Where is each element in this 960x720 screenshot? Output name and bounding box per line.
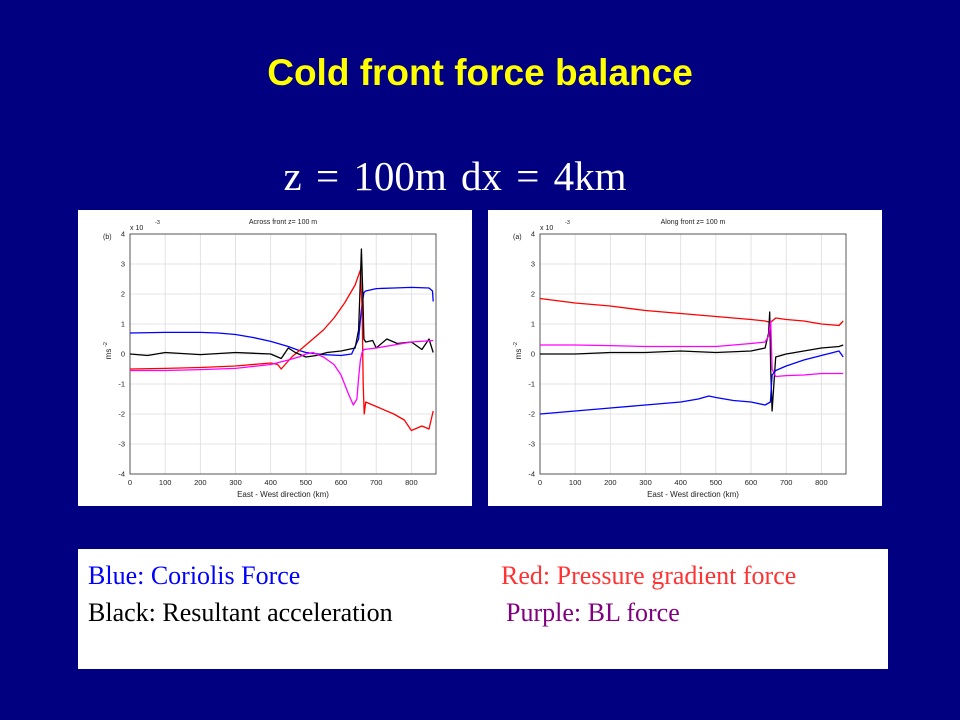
x-tick-label: 200 bbox=[604, 478, 617, 487]
y-tick-label: 4 bbox=[531, 230, 535, 239]
y-tick-label: 0 bbox=[531, 350, 535, 359]
axis-multiplier-exponent: -3 bbox=[155, 220, 160, 226]
axis-multiplier: x 10 bbox=[540, 225, 553, 232]
y-tick-label: -2 bbox=[118, 410, 125, 419]
y-tick-label: -1 bbox=[528, 380, 535, 389]
y-tick-label: -3 bbox=[118, 440, 125, 449]
legend-box: Blue: Coriolis Force Red: Pressure gradi… bbox=[78, 549, 888, 669]
series-line-3 bbox=[130, 339, 434, 406]
series-line-0 bbox=[539, 297, 844, 327]
x-tick-label: 300 bbox=[639, 478, 652, 487]
x-tick-label: 400 bbox=[264, 478, 277, 487]
y-tick-label: 0 bbox=[121, 350, 125, 359]
y-tick-label: -4 bbox=[118, 470, 125, 479]
y-tick-label: 1 bbox=[121, 320, 125, 329]
series-line-3 bbox=[539, 350, 844, 415]
x-tick-label: 300 bbox=[229, 478, 242, 487]
x-tick-label: 700 bbox=[780, 478, 793, 487]
chart-panel-along-front: 0 100 200 300 400 500 600 700 800 -4 -3 -2 -1 0 1 2 3 4 Al… bbox=[488, 210, 882, 506]
x-axis-label: East - West direction (km) bbox=[647, 490, 739, 499]
y-tick-label: -4 bbox=[528, 470, 535, 479]
y-tick-label: -1 bbox=[118, 380, 125, 389]
x-tick-label: 500 bbox=[710, 478, 723, 487]
chart-title: Across front z= 100 m bbox=[249, 219, 317, 226]
chart-along-front: 0 100 200 300 400 500 600 700 800 -4 -3 -2 -1 0 1 2 3 4 Al… bbox=[513, 219, 847, 499]
y-axis-label-exponent: -2 bbox=[513, 342, 519, 347]
x-tick-label: 600 bbox=[745, 478, 758, 487]
x-tick-label: 200 bbox=[194, 478, 207, 487]
y-axis-label: ms bbox=[514, 349, 523, 360]
panel-label: (b) bbox=[103, 234, 112, 241]
legend-pressure-gradient: Red: Pressure gradient force bbox=[501, 561, 797, 590]
legend-bl-force: Purple: BL force bbox=[506, 598, 680, 627]
axis-multiplier-exponent: -3 bbox=[565, 220, 570, 226]
y-tick-label: 2 bbox=[531, 290, 535, 299]
y-tick-label: 2 bbox=[121, 290, 125, 299]
y-tick-label: 4 bbox=[121, 230, 125, 239]
x-tick-label: 400 bbox=[674, 478, 687, 487]
x-tick-label: 0 bbox=[128, 478, 132, 487]
y-tick-label: 1 bbox=[531, 320, 535, 329]
chart-across-front: 0 100 200 300 400 500 600 700 800 -4 -3 -2 -1 0 1 2 3 4 Ac… bbox=[103, 219, 437, 499]
x-tick-label: 700 bbox=[370, 478, 383, 487]
x-tick-label: 0 bbox=[538, 478, 542, 487]
series-line-1 bbox=[540, 311, 844, 412]
x-tick-label: 100 bbox=[159, 478, 172, 487]
y-axis-label-exponent: -2 bbox=[103, 342, 109, 347]
legend-coriolis: Blue: Coriolis Force bbox=[88, 561, 301, 590]
y-tick-label: 3 bbox=[531, 260, 535, 269]
y-tick-label: 3 bbox=[121, 260, 125, 269]
axis-multiplier: x 10 bbox=[130, 225, 143, 232]
chart-panel-across-front: 0 100 200 300 400 500 600 700 800 -4 -3 -2 -1 0 1 2 3 4 Ac… bbox=[78, 210, 472, 506]
y-axis-label: ms bbox=[104, 349, 113, 360]
series-line-1 bbox=[129, 269, 434, 432]
series-line-2 bbox=[540, 320, 844, 378]
series-line-0 bbox=[129, 286, 434, 357]
x-tick-label: 800 bbox=[815, 478, 828, 487]
x-tick-label: 600 bbox=[335, 478, 348, 487]
x-tick-label: 500 bbox=[300, 478, 313, 487]
slide-subtitle: z = 100m dx = 4km bbox=[283, 153, 627, 199]
panel-label: (a) bbox=[513, 234, 522, 241]
chart-title: Along front z= 100 m bbox=[661, 219, 726, 226]
x-tick-label: 800 bbox=[405, 478, 418, 487]
y-tick-label: -2 bbox=[528, 410, 535, 419]
x-axis-label: East - West direction (km) bbox=[237, 490, 329, 499]
slide-title: Cold front force balance bbox=[267, 52, 693, 93]
y-tick-label: -3 bbox=[528, 440, 535, 449]
legend-resultant: Black: Resultant acceleration bbox=[88, 598, 393, 627]
series-line-2 bbox=[129, 248, 434, 360]
x-tick-label: 100 bbox=[569, 478, 582, 487]
